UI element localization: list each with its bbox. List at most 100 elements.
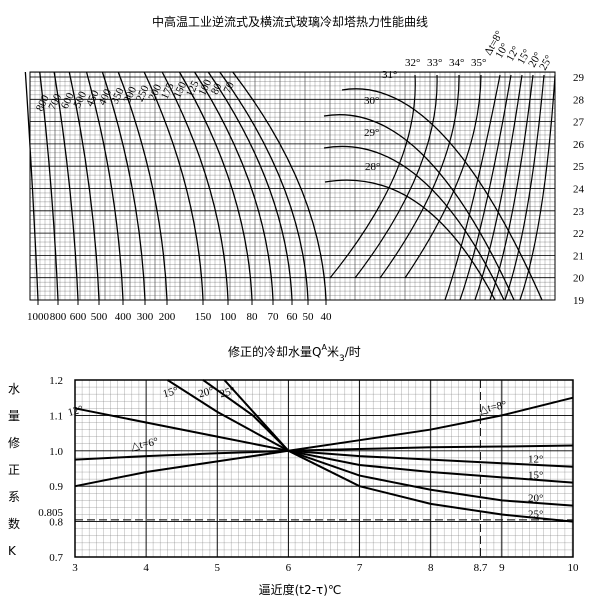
top-label: 32° (405, 57, 420, 69)
fan-curve (354, 74, 438, 279)
legend-label: 12° (528, 454, 543, 466)
x-tick-label: 3 (72, 562, 78, 574)
y-tick-label: 27 (573, 117, 585, 129)
x-tick-label: 4 (143, 562, 149, 574)
y-tick-label: 0.8 (49, 517, 63, 529)
legend-label: △t=8° (478, 399, 508, 416)
fan-curve (404, 74, 482, 279)
y-axis-label: 数 (8, 516, 20, 531)
flow-curve (101, 71, 146, 301)
x-tick-label: 150 (195, 311, 212, 323)
legend-label: △t=6° (130, 436, 160, 453)
x-tick-label: 8 (428, 562, 434, 574)
x-tick-label: 1000 (27, 311, 50, 323)
y-tick-label: 29 (573, 72, 585, 84)
flow-curve (68, 71, 100, 301)
y-tick-label: 28 (573, 94, 585, 106)
flow-curve (53, 71, 79, 301)
y-tick-label: 25 (573, 161, 585, 173)
fan-curve (504, 74, 545, 301)
fan-curve (489, 74, 534, 301)
legend-label: 25° (218, 385, 236, 401)
temp-curve (324, 179, 496, 301)
flow-curve (178, 71, 253, 301)
x-tick-label: 300 (137, 311, 154, 323)
y-tick-label: 0.805 (38, 507, 63, 519)
temp-curve (323, 114, 515, 301)
legend-label: 12° (66, 404, 84, 420)
flow-curve (117, 71, 168, 301)
fan-curve (519, 74, 556, 301)
series-line (74, 444, 574, 461)
y-axis-label: 修 (8, 435, 20, 450)
legend-label: 20° (528, 493, 543, 505)
x-tick-label: 50 (303, 311, 315, 323)
series-line (74, 407, 574, 468)
flow-curve (143, 71, 204, 301)
y-tick-label: 21 (573, 250, 584, 262)
top-label: 35° (471, 57, 486, 69)
x-tick-label: 7 (357, 562, 363, 574)
flow-curve (207, 71, 293, 301)
y-tick-label: 22 (573, 228, 584, 240)
x-axis-label: 逼近度(t2-τ)℃ (259, 582, 342, 597)
y-tick-label: 1.1 (49, 410, 63, 422)
x-tick-label: 400 (115, 311, 132, 323)
flow-curve (232, 71, 327, 301)
legend-label: 25° (528, 509, 543, 521)
caption-sub: 3 (339, 354, 345, 364)
x-tick-label: 800 (50, 311, 67, 323)
x-tick-label: 100 (220, 311, 237, 323)
x-tick-label: 60 (287, 311, 299, 323)
temp-label: 31° (382, 69, 397, 81)
y-axis-label: 量 (8, 409, 20, 423)
fan-curve (459, 74, 512, 301)
y-tick-label: 24 (573, 184, 585, 196)
y-tick-label: 0.9 (49, 481, 63, 493)
caption: 修正的冷却水量QA米3/时 (228, 343, 361, 364)
y-axis-label: 正 (8, 463, 20, 477)
temp-label: 29° (364, 127, 379, 139)
fan-curve (444, 74, 501, 301)
caption-tail: /时 (345, 345, 361, 359)
x-tick-label: 5 (215, 562, 221, 574)
y-tick-label: 19 (573, 295, 585, 307)
flow-label: 80 (209, 81, 225, 96)
fan-curve (379, 74, 460, 279)
fan-curve (329, 74, 416, 279)
flow-curve (161, 71, 229, 301)
caption-main: 修正的冷却水量Q (228, 344, 321, 359)
series-line (202, 379, 574, 507)
flow-curve (219, 71, 309, 301)
flow-curve (85, 71, 124, 301)
series-line (166, 379, 574, 484)
series-line (74, 396, 574, 488)
y-tick-label: 23 (573, 206, 585, 218)
flow-curve (194, 71, 274, 301)
x-tick-label: 40 (321, 311, 333, 323)
flow-label: 70 (221, 80, 237, 95)
x-tick-label: 9 (499, 562, 505, 574)
x-tick-label: 200 (159, 311, 176, 323)
plot-frame (74, 379, 574, 558)
x-tick-label: 10 (568, 562, 580, 574)
y-axis-label: 系 (8, 490, 20, 504)
x-tick-label: 6 (286, 562, 292, 574)
x-tick-label: 600 (70, 311, 87, 323)
temp-curve (341, 88, 543, 301)
x-tick-label: 70 (268, 311, 280, 323)
caption-sup: A (321, 343, 327, 352)
y-axis-label: 水 (8, 382, 20, 396)
y-tick-label: 1.0 (49, 446, 63, 458)
legend-label: 20° (197, 385, 215, 401)
chart-title: 中高温工业逆流式及横流式玻璃冷却塔热力性能曲线 (152, 14, 428, 29)
legend-label: 15° (528, 470, 543, 482)
fan-curve (474, 74, 523, 301)
temp-label: 28° (365, 161, 380, 173)
top-label: 33° (427, 57, 442, 69)
temp-label: 30° (364, 95, 379, 107)
y-tick-label: 20 (573, 273, 585, 285)
y-tick-label: 1.2 (49, 375, 63, 387)
x-tick-label: 80 (247, 311, 259, 323)
